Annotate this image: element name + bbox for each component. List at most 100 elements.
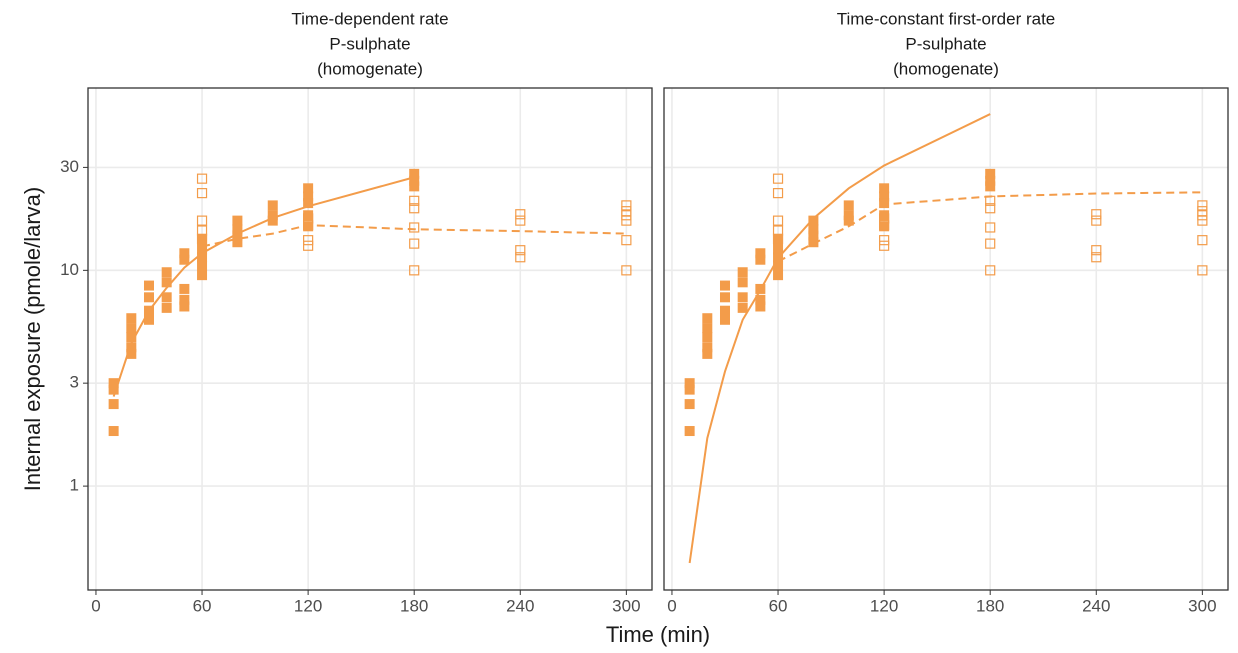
panel-title: (homogenate) [317,59,423,78]
open-square [303,213,314,224]
filled-square [737,302,748,313]
filled-square [161,292,172,303]
filled-square [755,301,766,312]
open-square [515,245,526,256]
filled-square [702,332,713,343]
open-square [1197,200,1208,211]
filled-square [719,280,730,291]
filled-square [179,283,190,294]
y-tick-label: 1 [70,476,79,495]
filled-square [197,270,208,281]
open-square [196,188,208,199]
filled-square [879,198,890,209]
filled-square [985,181,996,192]
filled-square [755,248,766,259]
open-square [879,220,890,231]
panel-title: Time-dependent rate [291,9,448,28]
open-square [1091,209,1102,220]
open-square [621,200,632,211]
filled-square [719,292,730,303]
open-square [515,215,526,226]
filled-square [843,210,854,221]
open-square [772,215,784,226]
filled-square [843,215,854,226]
filled-square [773,235,784,246]
filled-square [879,191,890,202]
filled-square [303,210,314,221]
filled-square [303,221,314,232]
open-square [303,220,314,231]
filled-square [161,277,172,288]
filled-square [808,230,819,241]
open-square [1197,265,1208,276]
filled-square [303,198,314,209]
filled-square [985,175,996,186]
open-square [985,222,996,233]
x-tick-label: 120 [294,596,322,615]
filled-square [108,384,119,395]
panel-title: Time-constant first-order rate [837,9,1056,28]
filled-square [879,183,890,194]
open-square [1091,245,1102,256]
open-square [621,265,632,276]
open-square [409,222,420,233]
filled-square [179,301,190,312]
filled-square [719,305,730,316]
open-square [1091,252,1102,263]
filled-square [985,168,996,179]
y-tick-label: 3 [70,373,79,392]
filled-square [197,260,208,271]
x-tick-label: 300 [1188,596,1216,615]
open-square [409,265,420,276]
filled-square [684,384,695,395]
x-tick-label: 60 [193,596,212,615]
filled-square [232,215,243,226]
y-tick-label: 30 [60,157,79,176]
open-square [1091,215,1102,226]
open-square [879,213,890,224]
y-axis-title: Internal exposure (pmole/larva) [20,187,45,491]
panel-title: P-sulphate [329,34,410,53]
x-tick-label: 180 [976,596,1004,615]
open-square [879,240,890,251]
dashed-line [777,191,1203,263]
open-square [985,203,996,214]
panel-border [663,87,1229,591]
filled-square [126,313,137,324]
filled-square [879,210,890,221]
panel-title: (homogenate) [893,59,999,78]
x-tick-label: 240 [506,596,534,615]
x-tick-label: 180 [400,596,428,615]
filled-square [684,378,695,389]
filled-square [161,267,172,278]
filled-square [108,378,119,389]
open-square [772,233,784,244]
open-square [985,238,996,249]
filled-square [755,294,766,305]
y-tick-label: 10 [60,260,79,279]
filled-square [267,200,278,211]
filled-square [161,302,172,313]
filled-square [303,183,314,194]
filled-square [808,224,819,235]
open-square [196,173,208,184]
filled-square [684,399,695,410]
open-square [879,235,890,246]
filled-square [143,280,154,291]
filled-square [108,399,119,410]
open-square [303,235,314,246]
x-tick-label: 300 [612,596,640,615]
open-square [772,188,784,199]
dashed-line [201,224,627,248]
filled-square [702,342,713,353]
filled-square [879,221,890,232]
filled-square [267,210,278,221]
filled-square [232,224,243,235]
filled-square [409,175,420,186]
open-square [196,215,208,226]
panel-background [88,88,652,590]
filled-square [773,244,784,255]
filled-square [719,314,730,325]
open-square [621,215,632,226]
